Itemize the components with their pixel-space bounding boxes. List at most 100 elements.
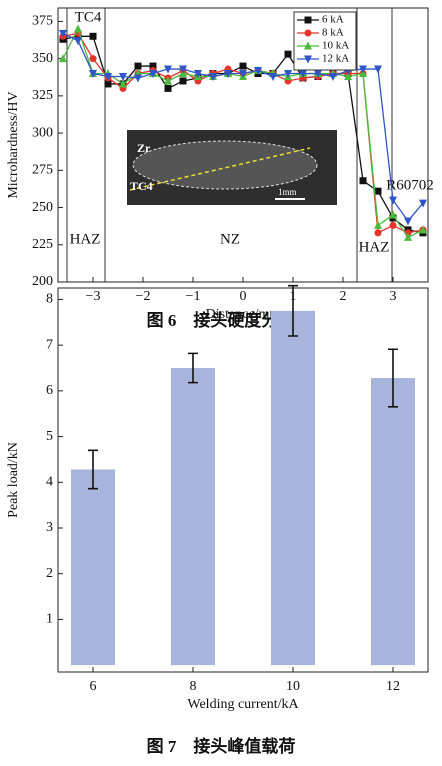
error-bar: [188, 352, 198, 384]
marker: [134, 62, 142, 70]
plot-frame: [57, 287, 429, 673]
marker: [254, 67, 262, 76]
y-tick-label: 375: [32, 14, 53, 29]
y-tick-label: 1: [46, 612, 53, 627]
marker: [284, 50, 292, 58]
y-tick-label: 4: [46, 475, 53, 490]
bar: [71, 469, 115, 666]
marker: [134, 74, 142, 83]
marker: [164, 76, 172, 85]
caption: 图 6 接头硬度分布: [147, 310, 296, 330]
marker: [164, 84, 172, 92]
y-tick-label: 2: [46, 566, 53, 581]
marker: [209, 73, 217, 81]
error-bar: [388, 348, 398, 408]
y-tick-label: 325: [32, 88, 53, 103]
y-tick-label: 6: [46, 383, 53, 398]
x-tick-label: −2: [136, 289, 151, 304]
annotation: TC4: [75, 9, 102, 25]
marker: [59, 54, 67, 63]
x-tick-label: 3: [390, 289, 397, 304]
marker: [89, 70, 97, 79]
legend-label: 8 kA: [322, 27, 344, 39]
x-tick-label: 0: [240, 289, 247, 304]
marker: [304, 16, 312, 24]
legend-label: 6 kA: [322, 14, 344, 26]
y-axis-title: Microhardness/HV: [6, 91, 21, 198]
marker: [304, 29, 312, 37]
marker: [74, 24, 82, 33]
marker: [224, 70, 232, 79]
y-tick-label: 250: [32, 200, 53, 215]
marker: [194, 70, 202, 79]
legend-label: 10 kA: [322, 40, 349, 52]
marker: [359, 65, 367, 74]
legend-label: 12 kA: [322, 53, 349, 65]
inset-label: TC4: [130, 179, 153, 193]
y-tick-label: 3: [46, 520, 53, 535]
annotation: HAZ: [359, 239, 390, 255]
marker: [404, 232, 412, 241]
y-axis-title: Peak load/kN: [6, 442, 21, 518]
marker: [344, 72, 352, 80]
marker: [104, 73, 112, 81]
y-tick-label: 350: [32, 51, 53, 66]
y-tick-label: 225: [32, 237, 53, 252]
annotation: HAZ: [70, 231, 101, 247]
marker: [284, 70, 292, 79]
marker: [419, 225, 427, 234]
marker: [374, 220, 382, 229]
marker: [74, 37, 82, 46]
y-tick-label: 5: [46, 429, 53, 444]
marker: [329, 73, 337, 81]
inset-label: 1mm: [278, 187, 297, 197]
marker: [374, 187, 382, 195]
marker: [149, 70, 157, 79]
y-tick-label: 8: [46, 292, 53, 307]
y-tick-label: 275: [32, 163, 53, 178]
marker: [164, 65, 172, 74]
marker: [179, 77, 187, 85]
y-tick-label: 7: [46, 337, 53, 352]
marker: [304, 55, 312, 64]
x-tick-label: −1: [186, 289, 201, 304]
bar: [371, 378, 415, 666]
marker: [239, 62, 247, 70]
inset-label: Zr: [137, 141, 151, 155]
marker: [389, 210, 397, 219]
marker: [314, 70, 322, 79]
marker: [179, 65, 187, 74]
annotation: R60702: [386, 177, 434, 193]
marker: [89, 32, 97, 40]
marker: [269, 73, 277, 81]
x-tick-label: 8: [190, 679, 197, 694]
legend-box: [293, 11, 357, 71]
x-tick-label: −3: [86, 289, 101, 304]
marker: [374, 229, 382, 237]
marker: [359, 177, 367, 185]
marker: [104, 80, 112, 88]
marker: [149, 62, 157, 70]
marker: [374, 65, 382, 74]
error-bar: [88, 449, 98, 490]
marker: [119, 79, 127, 88]
marker: [119, 73, 127, 81]
x-axis-title: Welding current/kA: [187, 697, 299, 712]
x-tick-label: 6: [90, 679, 97, 694]
x-tick-label: 2: [340, 289, 347, 304]
marker: [89, 55, 97, 63]
marker: [389, 221, 397, 229]
bar: [171, 368, 215, 666]
y-tick-label: 200: [32, 274, 53, 289]
inset-micrograph: Zr TC4 1mm: [127, 130, 337, 205]
marker: [304, 41, 312, 50]
caption: 图 7 接头峰值载荷: [147, 736, 296, 756]
x-axis-title: Distance/mm: [206, 307, 281, 322]
marker: [59, 29, 67, 38]
marker: [239, 70, 247, 79]
y-tick-label: 300: [32, 125, 53, 140]
annotation: NZ: [220, 231, 240, 247]
marker: [419, 199, 427, 208]
